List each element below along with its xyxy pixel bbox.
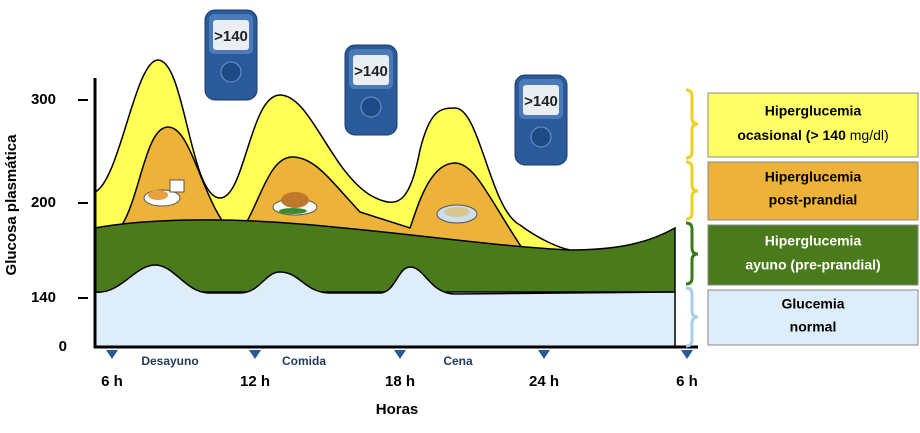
- legend-box: [707, 289, 919, 346]
- meal-label: Desayuno: [141, 354, 198, 368]
- orange-area: [119, 126, 524, 249]
- legend-text: Hiperglucemia: [765, 169, 862, 185]
- meter-display: >140: [524, 93, 558, 110]
- x-tick-label: 24 h: [529, 373, 559, 390]
- legend-text: post-prandial: [769, 192, 858, 208]
- legend-text: Hiperglucemia: [765, 103, 862, 119]
- meal-label: Cena: [443, 354, 473, 368]
- y-tick-label: 140: [31, 289, 56, 306]
- meal-label: Comida: [282, 354, 326, 368]
- legend-box: [707, 224, 919, 286]
- legend-text: Hiperglucemia: [765, 233, 862, 249]
- meter: >140: [344, 44, 398, 136]
- food-icon: [272, 192, 318, 216]
- green-area: [94, 219, 676, 293]
- y-ticks: [78, 99, 88, 299]
- legend-text: ocasional (> 140: [737, 127, 846, 143]
- x-tick-label: 12 h: [240, 373, 270, 390]
- meter-display: >140: [354, 63, 388, 80]
- meter: >140: [514, 74, 568, 166]
- meter: >140: [204, 9, 258, 101]
- legend-unit: mg/dl): [850, 127, 889, 143]
- x-tick-label: 18 h: [385, 373, 415, 390]
- legend-brackets: [685, 88, 699, 348]
- legend-text: ayuno (pre-prandial): [745, 257, 880, 273]
- x-axis-title: Horas: [376, 401, 419, 418]
- food-icon: [143, 179, 185, 207]
- food-icon: [436, 204, 478, 224]
- meter-display: >140: [214, 28, 248, 45]
- legend-text: Glucemia: [781, 296, 844, 312]
- y-axis-title: Glucosa plasmática: [3, 134, 20, 276]
- legend-text: normal: [790, 319, 837, 335]
- legend-box: [707, 161, 919, 221]
- legend-text: ocasional (> 140 mg/dl): [737, 127, 888, 143]
- y-tick-label: 200: [31, 194, 56, 211]
- x-tick-label: 6 h: [101, 373, 123, 390]
- y-tick-label: 300: [31, 91, 56, 108]
- blue-area: [94, 264, 676, 348]
- x-tick-label: 6 h: [676, 373, 698, 390]
- y-tick-label: 0: [59, 338, 67, 355]
- x-markers: [106, 350, 693, 359]
- legend-box: [707, 92, 919, 158]
